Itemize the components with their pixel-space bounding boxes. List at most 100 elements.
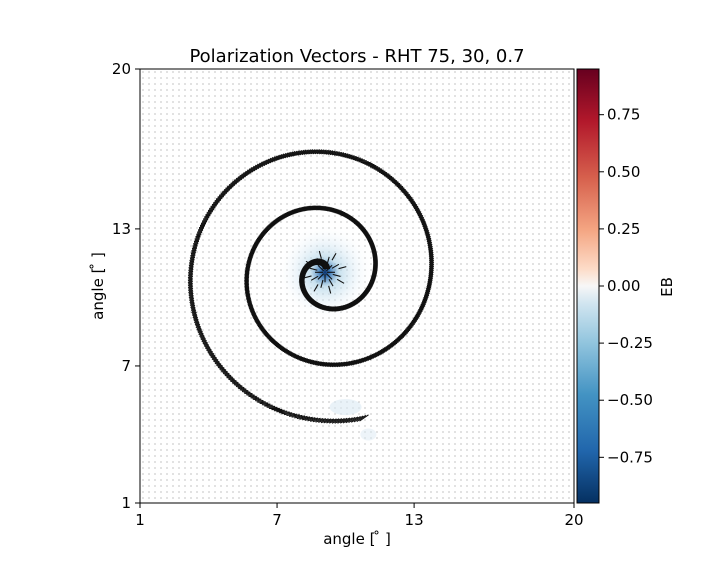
grid-dot — [412, 257, 414, 259]
grid-dot — [478, 449, 480, 451]
grid-dot — [334, 161, 336, 163]
grid-dot — [274, 95, 276, 97]
grid-dot — [226, 377, 228, 379]
grid-dot — [538, 119, 540, 121]
grid-dot — [514, 473, 516, 475]
grid-dot — [532, 245, 534, 247]
grid-dot — [244, 341, 246, 343]
grid-dot — [478, 305, 480, 307]
grid-dot — [208, 143, 210, 145]
grid-dot — [418, 155, 420, 157]
grid-dot — [220, 335, 222, 337]
grid-dot — [376, 209, 378, 211]
grid-dot — [388, 269, 390, 271]
grid-dot — [232, 293, 234, 295]
grid-dot — [316, 371, 318, 373]
grid-dot — [172, 389, 174, 391]
grid-dot — [178, 251, 180, 253]
grid-dot — [412, 365, 414, 367]
grid-dot — [382, 461, 384, 463]
grid-dot — [256, 149, 258, 151]
grid-dot — [238, 395, 240, 397]
grid-dot — [406, 419, 408, 421]
grid-dot — [466, 323, 468, 325]
grid-dot — [226, 71, 228, 73]
grid-dot — [202, 389, 204, 391]
grid-dot — [448, 461, 450, 463]
grid-dot — [484, 413, 486, 415]
grid-dot — [346, 497, 348, 499]
grid-dot — [208, 251, 210, 253]
grid-dot — [520, 437, 522, 439]
grid-dot — [352, 347, 354, 349]
grid-dot — [232, 89, 234, 91]
grid-dot — [460, 437, 462, 439]
grid-dot — [214, 227, 216, 229]
grid-dot — [232, 155, 234, 157]
grid-dot — [298, 143, 300, 145]
grid-dot — [220, 449, 222, 451]
grid-dot — [352, 71, 354, 73]
grid-dot — [244, 329, 246, 331]
grid-dot — [496, 491, 498, 493]
grid-dot — [226, 329, 228, 331]
grid-dot — [442, 293, 444, 295]
grid-dot — [496, 323, 498, 325]
grid-dot — [502, 377, 504, 379]
grid-dot — [160, 449, 162, 451]
grid-dot — [172, 239, 174, 241]
grid-dot — [238, 215, 240, 217]
grid-dot — [394, 425, 396, 427]
grid-dot — [388, 113, 390, 115]
grid-dot — [232, 101, 234, 103]
grid-dot — [346, 95, 348, 97]
grid-dot — [154, 275, 156, 277]
grid-dot — [178, 173, 180, 175]
grid-dot — [436, 317, 438, 319]
grid-dot — [442, 305, 444, 307]
grid-dot — [184, 353, 186, 355]
grid-dot — [166, 209, 168, 211]
grid-dot — [496, 449, 498, 451]
grid-dot — [262, 203, 264, 205]
grid-dot — [412, 389, 414, 391]
grid-dot — [346, 101, 348, 103]
grid-dot — [286, 161, 288, 163]
grid-dot — [274, 203, 276, 205]
grid-dot — [262, 227, 264, 229]
grid-dot — [370, 479, 372, 481]
grid-dot — [394, 107, 396, 109]
grid-dot — [448, 83, 450, 85]
grid-dot — [544, 365, 546, 367]
grid-dot — [154, 293, 156, 295]
grid-dot — [490, 323, 492, 325]
grid-dot — [424, 287, 426, 289]
grid-dot — [358, 485, 360, 487]
grid-dot — [496, 239, 498, 241]
grid-dot — [466, 431, 468, 433]
grid-dot — [352, 377, 354, 379]
grid-dot — [292, 89, 294, 91]
grid-dot — [274, 245, 276, 247]
grid-dot — [154, 287, 156, 289]
grid-dot — [388, 167, 390, 169]
grid-dot — [292, 215, 294, 217]
grid-dot — [142, 251, 144, 253]
grid-dot — [472, 287, 474, 289]
grid-dot — [484, 299, 486, 301]
grid-dot — [538, 365, 540, 367]
grid-dot — [520, 155, 522, 157]
grid-dot — [424, 209, 426, 211]
grid-dot — [556, 191, 558, 193]
grid-dot — [292, 233, 294, 235]
grid-dot — [244, 239, 246, 241]
grid-dot — [514, 209, 516, 211]
grid-dot — [268, 119, 270, 121]
grid-dot — [544, 101, 546, 103]
grid-dot — [220, 173, 222, 175]
grid-dot — [208, 269, 210, 271]
grid-dot — [556, 131, 558, 133]
grid-dot — [538, 287, 540, 289]
grid-dot — [172, 233, 174, 235]
grid-dot — [532, 167, 534, 169]
